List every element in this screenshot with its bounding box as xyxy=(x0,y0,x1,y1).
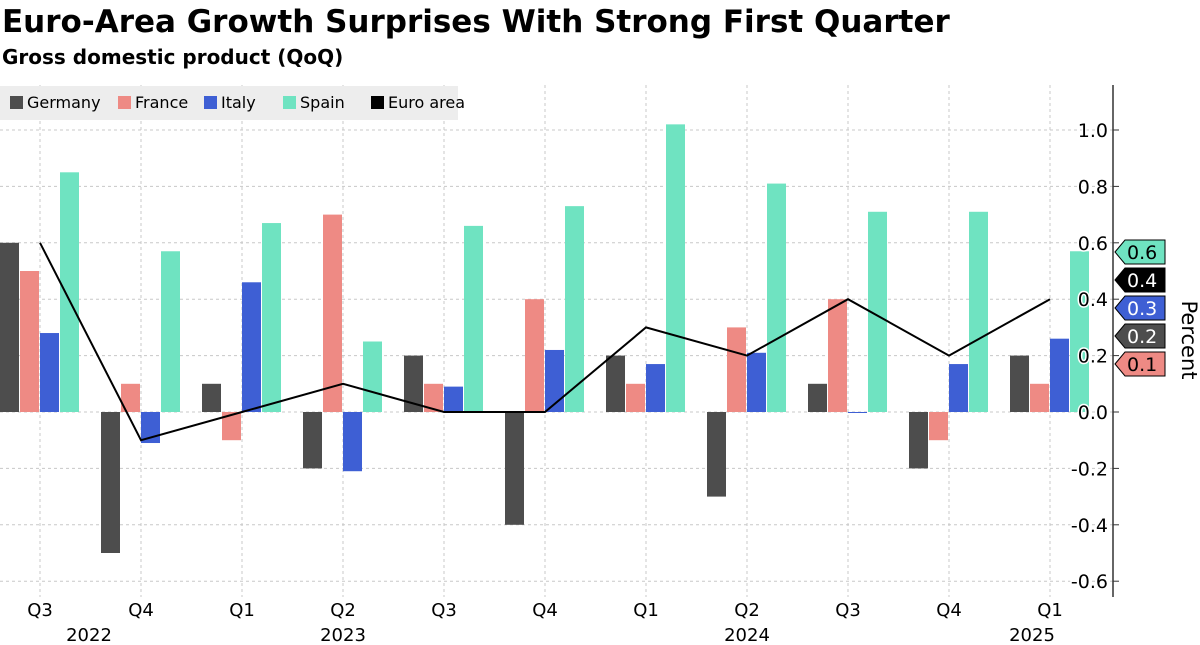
legend-swatch xyxy=(283,96,296,109)
bar-germany xyxy=(606,355,625,412)
bar-france xyxy=(323,214,342,412)
x-tick-label: Q1 xyxy=(229,600,255,621)
bar-france xyxy=(828,299,847,412)
legend-label: Spain xyxy=(300,93,345,112)
legend-swatch xyxy=(371,96,384,109)
x-tick-label: Q4 xyxy=(936,600,962,621)
badge-shape xyxy=(1114,267,1166,293)
bar-italy xyxy=(1050,338,1069,412)
y-tick-label: 0.6 xyxy=(1078,233,1108,255)
bar-france xyxy=(121,383,140,412)
y-tick-label: 0.0 xyxy=(1078,402,1108,424)
bar-spain xyxy=(262,223,281,412)
x-tick-label: Q1 xyxy=(633,600,659,621)
bar-italy xyxy=(545,349,564,412)
badge-shape xyxy=(1114,239,1166,265)
bar-italy xyxy=(646,364,665,412)
bar-spain xyxy=(60,172,79,412)
x-tick-label: Q1 xyxy=(1037,600,1063,621)
bar-france xyxy=(727,327,746,412)
bar-spain xyxy=(464,225,483,412)
x-tick-label: Q4 xyxy=(532,600,558,621)
bar-germany xyxy=(707,412,726,497)
bar-france xyxy=(1030,383,1049,412)
badge-shape xyxy=(1114,323,1166,349)
bar-spain xyxy=(666,124,685,413)
year-label: 2023 xyxy=(320,625,366,645)
bar-germany xyxy=(303,412,322,469)
bar-italy xyxy=(343,412,362,472)
y-tick-label: 0.4 xyxy=(1078,289,1108,311)
bar-italy xyxy=(949,364,968,412)
bar-france xyxy=(20,271,39,412)
bar-germany xyxy=(909,412,928,469)
y-tick-label: 0.8 xyxy=(1078,176,1108,198)
bar-italy xyxy=(848,412,867,413)
bar-italy xyxy=(747,352,766,412)
bar-italy xyxy=(40,333,59,412)
chart-subtitle: Gross domestic product (QoQ) xyxy=(2,45,344,69)
bar-spain xyxy=(1070,251,1089,412)
bar-spain xyxy=(161,251,180,412)
chart-title: Euro-Area Growth Surprises With Strong F… xyxy=(2,4,950,40)
x-tick-label: Q2 xyxy=(330,600,356,621)
last-value-badge: 0.3 xyxy=(1114,295,1166,321)
x-tick-label: Q3 xyxy=(431,600,457,621)
badge-shape xyxy=(1114,351,1166,377)
legend-swatch xyxy=(204,96,217,109)
y-axis-label: Percent xyxy=(1177,300,1200,379)
y-tick-label: -0.2 xyxy=(1071,458,1108,480)
year-label: 2022 xyxy=(66,625,112,645)
badge-label: 0.4 xyxy=(1127,270,1157,292)
legend-label: Euro area xyxy=(388,93,465,112)
x-tick-label: Q3 xyxy=(835,600,861,621)
year-label: 2024 xyxy=(724,625,770,645)
badge-label: 0.6 xyxy=(1127,242,1157,264)
x-tick-label: Q3 xyxy=(27,600,53,621)
last-value-badge: 0.6 xyxy=(1114,239,1166,265)
year-label: 2025 xyxy=(1009,625,1055,645)
bar-germany xyxy=(404,355,423,412)
badge-label: 0.1 xyxy=(1127,354,1157,376)
bar-germany xyxy=(808,383,827,412)
bar-italy xyxy=(242,282,261,412)
x-tick-label: Q4 xyxy=(128,600,154,621)
bar-spain xyxy=(969,211,988,412)
y-tick-label: 1.0 xyxy=(1078,120,1108,142)
last-value-badge: 0.4 xyxy=(1114,267,1166,293)
bar-spain xyxy=(363,341,382,412)
bar-germany xyxy=(505,412,524,525)
bar-france xyxy=(222,412,241,441)
bar-germany xyxy=(202,383,221,412)
legend-label: France xyxy=(135,93,188,112)
badge-shape xyxy=(1114,295,1166,321)
bar-germany xyxy=(0,242,19,412)
bar-spain xyxy=(868,211,887,412)
bar-france xyxy=(626,383,645,412)
line-euro-area xyxy=(39,242,1051,442)
badge-label: 0.3 xyxy=(1127,298,1157,320)
y-tick-label: -0.4 xyxy=(1071,515,1108,537)
bar-france xyxy=(424,383,443,412)
x-tick-label: Q2 xyxy=(734,600,760,621)
bar-spain xyxy=(565,206,584,412)
last-value-badge: 0.2 xyxy=(1114,323,1166,349)
bar-spain xyxy=(767,183,786,412)
bar-france xyxy=(929,412,948,441)
badge-label: 0.2 xyxy=(1127,326,1157,348)
last-value-badge: 0.1 xyxy=(1114,351,1166,377)
legend-label: Italy xyxy=(221,93,256,112)
y-tick-label: 0.2 xyxy=(1078,346,1108,368)
legend-swatch xyxy=(118,96,131,109)
bar-france xyxy=(525,299,544,412)
legend-swatch xyxy=(10,96,23,109)
bar-italy xyxy=(444,386,463,412)
bar-germany xyxy=(1010,355,1029,412)
legend-label: Germany xyxy=(27,93,101,112)
y-tick-label: -0.6 xyxy=(1071,571,1108,593)
bar-germany xyxy=(101,412,120,553)
